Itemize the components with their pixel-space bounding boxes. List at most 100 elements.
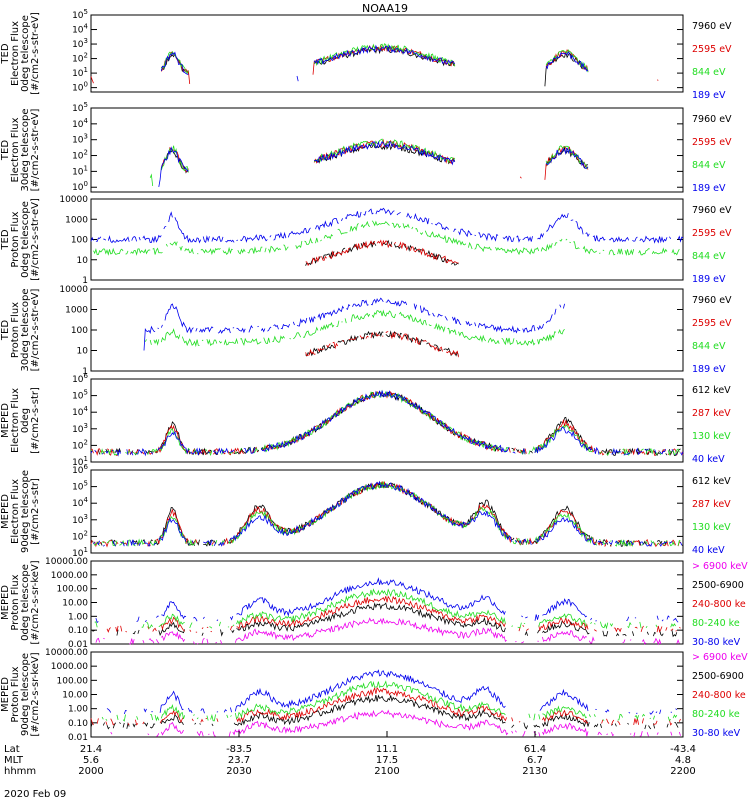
legend-entry: 40 keV bbox=[692, 454, 725, 465]
series-line-1 bbox=[111, 711, 683, 737]
y-tick-label: 1000 bbox=[65, 306, 88, 316]
legend-entry: 844 eV bbox=[692, 251, 726, 262]
y-axis-label: [#/cm2-s-str] bbox=[30, 387, 41, 454]
y-tick-label: 10000.00 bbox=[45, 648, 88, 658]
y-tick-label: 103 bbox=[72, 422, 88, 435]
legend-entry: 2500-6900 bbox=[692, 671, 744, 682]
series-line-3 bbox=[161, 44, 682, 78]
x-tick-label: -43.4 bbox=[670, 744, 696, 755]
legend-entry: 240-800 ke bbox=[692, 690, 746, 701]
y-tick-label: 101 bbox=[72, 164, 88, 177]
y-axis-label: TED bbox=[0, 320, 11, 341]
series-line-4 bbox=[90, 207, 684, 244]
y-tick-label: 101 bbox=[72, 455, 88, 468]
y-tick-label: 102 bbox=[72, 52, 88, 65]
panel-frame bbox=[90, 14, 684, 93]
legend-entry: 844 eV bbox=[692, 160, 726, 171]
x-tick-label: 2130 bbox=[522, 766, 547, 777]
y-tick-label: 100 bbox=[72, 81, 88, 94]
x-tick-label: 61.4 bbox=[524, 744, 546, 755]
y-axis-label: MEPED bbox=[0, 585, 11, 620]
y-tick-label: 0.10 bbox=[68, 719, 88, 729]
legend-entry: > 6900 keV bbox=[692, 652, 748, 663]
y-axis-label: MEPED bbox=[0, 494, 11, 529]
legend-entry: 2595 eV bbox=[692, 137, 732, 148]
legend-entry: 240-800 ke bbox=[692, 599, 746, 610]
series-line-5 bbox=[96, 579, 682, 623]
y-axis-label: Proton Flux bbox=[10, 574, 21, 630]
panel-2: 100 101 102 103 104 105 TED Electron Flux 30deg … bbox=[0, 101, 732, 194]
panel-3: 1 10 100 1000 10000 TED Proton Flux 0deg telesc… bbox=[0, 195, 732, 286]
legend-entry: > 6900 keV bbox=[692, 561, 748, 572]
panel-6: 101 102 103 104 105 106 MEPED Electron Flux 90de… bbox=[0, 463, 731, 559]
y-axis-label: 30deg telescope bbox=[20, 288, 31, 371]
y-tick-label: 100.00 bbox=[57, 676, 89, 686]
y-tick-label: 104 bbox=[72, 405, 88, 418]
legend-entry: 2595 eV bbox=[692, 44, 732, 55]
series-line-5 bbox=[107, 670, 679, 714]
series-line-3 bbox=[91, 391, 683, 455]
legend-entry: 2595 eV bbox=[692, 228, 732, 239]
legend-entry: 612 keV bbox=[692, 385, 731, 396]
legend-entry: 30-80 keV bbox=[692, 637, 741, 648]
y-axis-label: [#/cm2-s-sr-keV] bbox=[30, 560, 41, 644]
y-axis-label: 30deg telescope bbox=[20, 108, 31, 191]
legend-entry: 844 eV bbox=[692, 67, 726, 78]
series-line-1 bbox=[161, 143, 683, 183]
panel-frame bbox=[90, 107, 684, 193]
y-tick-label: 10000.00 bbox=[45, 557, 88, 567]
panel-7: 0.01 0.10 1.00 10.00 100.00 1000.00 10000.00 ME… bbox=[0, 557, 748, 650]
series-line-2 bbox=[90, 390, 684, 456]
y-tick-label: 100.00 bbox=[57, 585, 89, 595]
y-tick-label: 102 bbox=[72, 529, 88, 542]
legend-entry: 80-240 ke bbox=[692, 709, 740, 720]
x-tick-label: -83.5 bbox=[226, 744, 252, 755]
series-line-2 bbox=[161, 140, 657, 180]
y-axis-label: TED bbox=[0, 140, 11, 161]
y-tick-label: 100 bbox=[72, 180, 88, 193]
y-tick-label: 1000 bbox=[65, 215, 88, 225]
y-tick-label: 103 bbox=[72, 513, 88, 526]
y-axis-label: 0deg bbox=[20, 408, 31, 433]
series-line-3 bbox=[150, 139, 683, 186]
y-tick-label: 104 bbox=[72, 117, 88, 130]
series-line-1 bbox=[306, 332, 680, 356]
series-line-4 bbox=[101, 680, 678, 722]
y-axis-label: [#/cm2-s-str-eV] bbox=[30, 289, 41, 372]
legend-entry: 287 keV bbox=[692, 408, 731, 419]
y-axis-label: [#/cm2-s-str] bbox=[30, 478, 41, 545]
legend-entry: 40 keV bbox=[692, 545, 725, 556]
legend-entry: 7960 eV bbox=[692, 295, 732, 306]
x-row-label: Lat bbox=[4, 744, 20, 755]
x-tick-label: 11.1 bbox=[376, 744, 398, 755]
x-row-label: hhmm bbox=[4, 766, 36, 777]
y-tick-label: 104 bbox=[72, 23, 88, 36]
legend-entry: 189 eV bbox=[692, 90, 726, 101]
y-tick-label: 1 bbox=[82, 367, 88, 377]
y-axis-label: Proton Flux bbox=[10, 666, 21, 722]
y-tick-label: 105 bbox=[72, 389, 88, 402]
figure-title: NOAA19 bbox=[362, 2, 408, 15]
y-tick-label: 104 bbox=[72, 496, 88, 509]
y-axis-label: TED bbox=[0, 229, 11, 250]
y-tick-label: 10000 bbox=[59, 195, 88, 205]
y-tick-label: 102 bbox=[72, 149, 88, 162]
x-tick-label: 5.6 bbox=[83, 755, 99, 766]
panel-frame bbox=[90, 560, 684, 645]
legend-entry: 7960 eV bbox=[692, 114, 732, 125]
series-line-4 bbox=[93, 480, 683, 547]
x-tick-label: 21.4 bbox=[80, 744, 102, 755]
series-line-3 bbox=[91, 688, 683, 725]
y-axis-label: Electron Flux bbox=[10, 479, 21, 544]
legend-entry: 130 keV bbox=[692, 522, 731, 533]
y-axis-label: 0deg telescope bbox=[20, 201, 31, 278]
y-tick-label: 105 bbox=[72, 8, 88, 21]
legend-entry: 189 eV bbox=[692, 183, 726, 194]
y-tick-label: 10000 bbox=[59, 285, 88, 295]
x-tick-label: 2030 bbox=[226, 766, 251, 777]
series-line-2 bbox=[305, 239, 459, 267]
legend-entry: 30-80 keV bbox=[692, 728, 741, 739]
legend-entry: 844 eV bbox=[692, 341, 726, 352]
y-tick-label: 101 bbox=[72, 546, 88, 559]
